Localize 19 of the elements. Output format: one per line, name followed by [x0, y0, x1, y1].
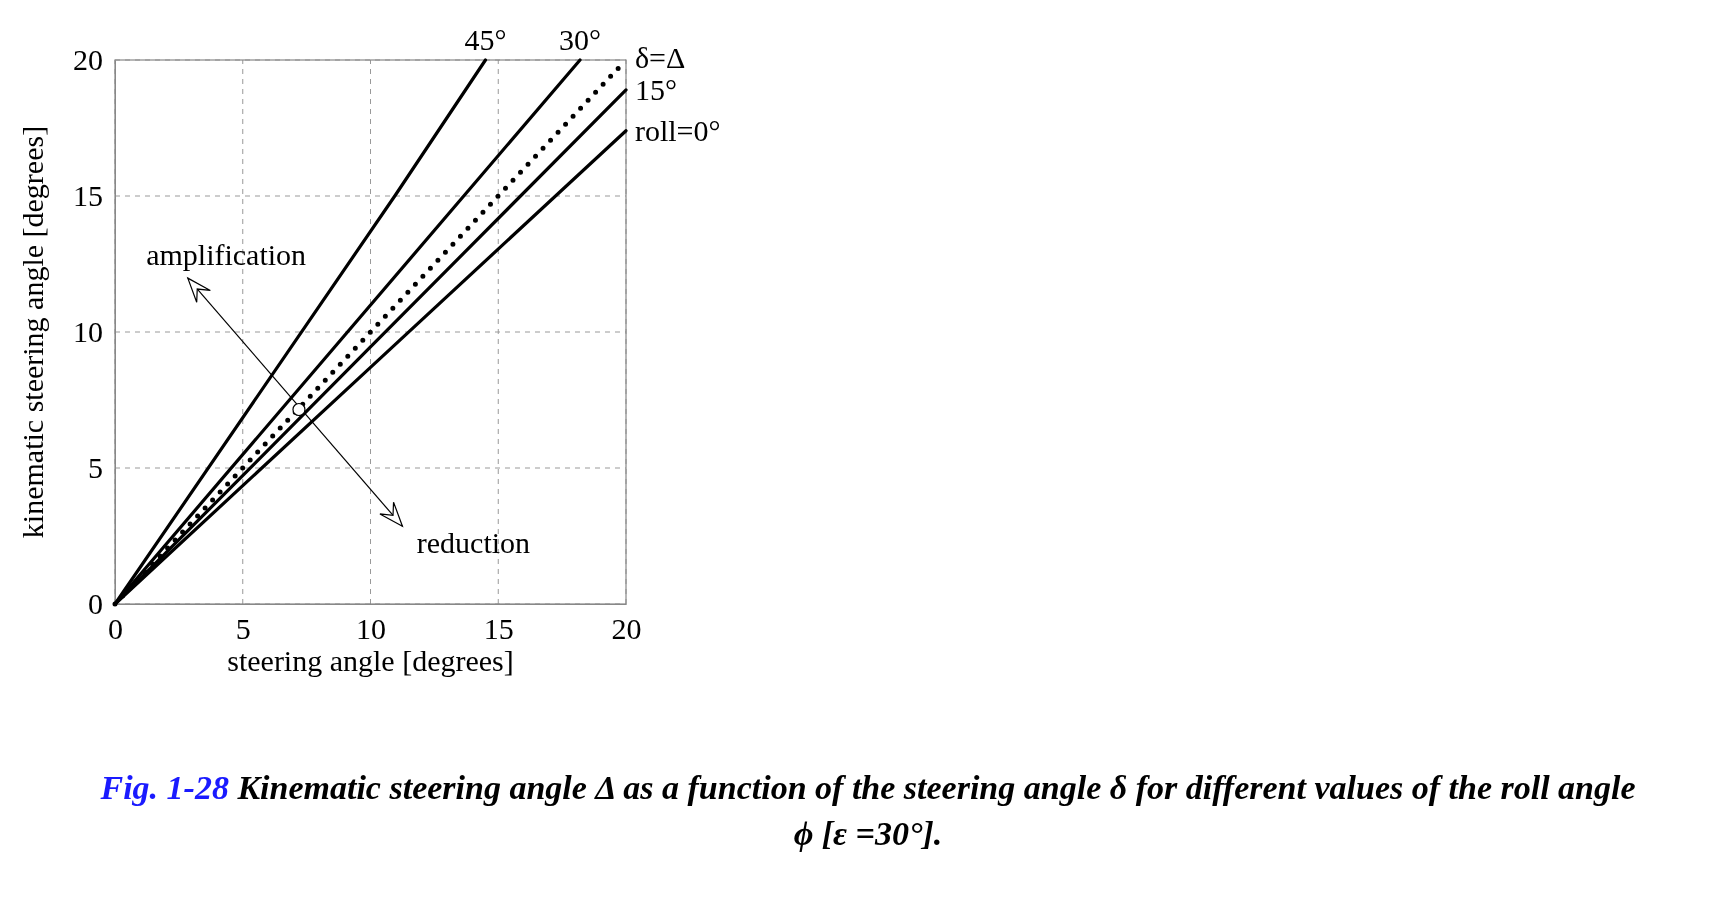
annotation: amplification: [146, 238, 307, 272]
series-label: 45°: [464, 23, 507, 57]
y-tick-label: 15: [73, 179, 103, 213]
x-axis-title: steering angle [degrees]: [227, 644, 514, 677]
text: Fig. 1-28 Kinematic steering angle Δ as a function of the steering angle δ for different values of the roll angle ϕ [ε =30°].: [100, 769, 1636, 852]
y-tick-label: 20: [73, 43, 103, 77]
series-label: 30°: [559, 23, 602, 57]
series-label: 15°: [634, 73, 677, 107]
y-axis-title: kinematic steering angle [degrees]: [16, 125, 49, 539]
y-tick-label: 0: [88, 587, 103, 621]
x-tick-label: 10: [356, 612, 386, 646]
y-tick-label: 5: [88, 451, 103, 485]
series-label: δ=Δ: [634, 40, 686, 74]
series-label: roll=0°: [634, 114, 721, 148]
x-tick-label: 15: [483, 612, 514, 646]
annotation: reduction: [416, 526, 531, 560]
y-tick-label: 10: [73, 315, 103, 349]
x-tick-label: 5: [235, 612, 251, 646]
x-tick-label: 20: [611, 612, 642, 646]
